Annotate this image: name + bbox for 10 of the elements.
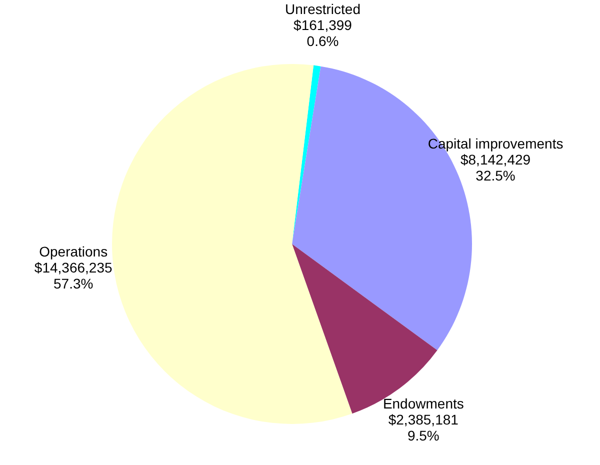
slice-label: Endowments bbox=[382, 395, 464, 412]
data-label: $8,142,429 32.5% bbox=[460, 151, 531, 184]
slice-label: Operations bbox=[39, 242, 108, 259]
slice-label: Unrestricted bbox=[285, 0, 360, 17]
data-label: $2,385,181 9.5% bbox=[388, 411, 459, 444]
data-label: $161,399 0.6% bbox=[294, 16, 352, 49]
data-label: $14,366,235 57.3% bbox=[34, 258, 112, 291]
pie-slice bbox=[292, 65, 321, 244]
slice-label: Capital improvements bbox=[428, 135, 564, 152]
pie-slice bbox=[112, 64, 352, 424]
